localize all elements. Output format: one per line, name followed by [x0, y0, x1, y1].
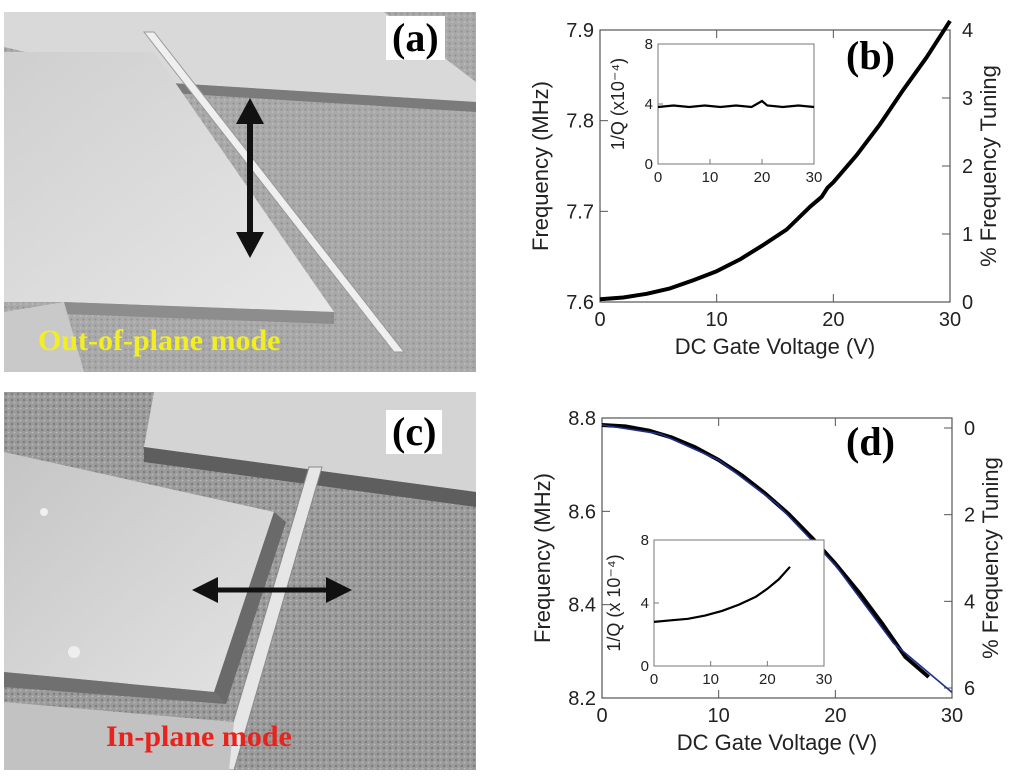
- y-right-tick-label: 0: [964, 418, 975, 440]
- inset-y-tick-label: 0: [645, 156, 653, 173]
- y-tick-label: 8.8: [568, 408, 596, 430]
- series-line-1: [601, 424, 953, 694]
- x-tick-label: 0: [596, 705, 607, 727]
- y-right-tick-label: 0: [962, 292, 973, 314]
- panel-label-d: (d): [846, 419, 895, 464]
- chart-d: 0 10 20 30 8.2 8.4 8.6 8.8 0 2 4 6 DC Gate Voltage (…: [530, 408, 1003, 755]
- sem-image-c: [4, 392, 476, 770]
- y-right-tick-label: 1: [962, 224, 973, 246]
- mode-caption-c: In-plane mode: [106, 720, 292, 753]
- y-tick-label: 7.6: [566, 292, 594, 314]
- inset-x-tick-label: 10: [702, 671, 719, 688]
- inset-y-axis-label: 1/Q (x 10⁻⁴): [604, 554, 624, 651]
- mode-caption-a: Out-of-plane mode: [38, 324, 281, 357]
- inset-x-tick-label: 0: [650, 671, 658, 688]
- y-axis-label: Frequency (MHz): [530, 473, 555, 643]
- x-tick-label: 20: [822, 309, 844, 331]
- y-right-tick-label: 4: [964, 591, 975, 613]
- y-right-axis-label: % Frequency Tuning: [976, 65, 1001, 267]
- y-right-tick-label: 4: [962, 20, 973, 42]
- x-tick-label: 30: [939, 309, 961, 331]
- inset-y-tick-label: 4: [641, 595, 649, 612]
- sem-image-a: [4, 12, 476, 372]
- y-right-tick-label: 6: [964, 678, 975, 700]
- inset-series-line-0: [653, 566, 791, 623]
- inset-series-line-0: [657, 99, 815, 109]
- y-tick-label: 7.7: [566, 201, 594, 223]
- y-tick-label: 7.8: [566, 111, 594, 133]
- inset-x-tick-label: 0: [654, 169, 662, 186]
- x-tick-label: 20: [824, 705, 846, 727]
- y-right-tick-label: 2: [962, 156, 973, 178]
- x-tick-label: 0: [594, 309, 605, 331]
- inset-y-tick-label: 8: [645, 36, 653, 53]
- y-right-tick-label: 3: [962, 88, 973, 110]
- y-tick-label: 8.2: [568, 688, 596, 710]
- inset-x-tick-label: 20: [759, 671, 776, 688]
- y-tick-label: 8.6: [568, 501, 596, 523]
- inset-y-tick-label: 0: [641, 658, 649, 675]
- y-tick-label: 8.4: [568, 595, 596, 617]
- inset-y-tick-label: 8: [641, 532, 649, 549]
- y-right-tick-label: 2: [964, 505, 975, 527]
- chart-b: 0 10 20 30 7.6 7.7 7.8 7.9 0 1 2 3 4 DC Gate Voltage …: [528, 19, 1001, 359]
- series-line-0: [599, 19, 952, 302]
- x-axis-label: DC Gate Voltage (V): [677, 730, 878, 755]
- inset-x-tick-label: 10: [702, 169, 719, 186]
- plot-frame: [601, 417, 953, 699]
- x-tick-label: 10: [708, 705, 730, 727]
- inset-x-tick-label: 20: [754, 169, 771, 186]
- x-axis-label: DC Gate Voltage (V): [675, 334, 876, 359]
- panel-label-a: (a): [386, 16, 445, 60]
- panel-label-c: (c): [386, 410, 443, 454]
- y-tick-label: 7.9: [566, 20, 594, 42]
- y-axis-label: Frequency (MHz): [528, 81, 553, 251]
- inset-frame: [653, 539, 825, 667]
- double-arrow-horizontal: [192, 570, 352, 615]
- double-arrow-vertical: [230, 98, 270, 263]
- panel-label-b: (b): [846, 33, 895, 78]
- x-tick-label: 30: [941, 705, 963, 727]
- inset-y-axis-label: 1/Q (x10⁻⁴): [608, 58, 628, 150]
- inset-x-tick-label: 30: [806, 169, 823, 186]
- inset-frame: [657, 43, 815, 165]
- x-tick-label: 10: [706, 309, 728, 331]
- inset-x-tick-label: 30: [816, 671, 833, 688]
- y-right-axis-label: % Frequency Tuning: [978, 457, 1003, 659]
- inset-y-tick-label: 4: [645, 96, 653, 113]
